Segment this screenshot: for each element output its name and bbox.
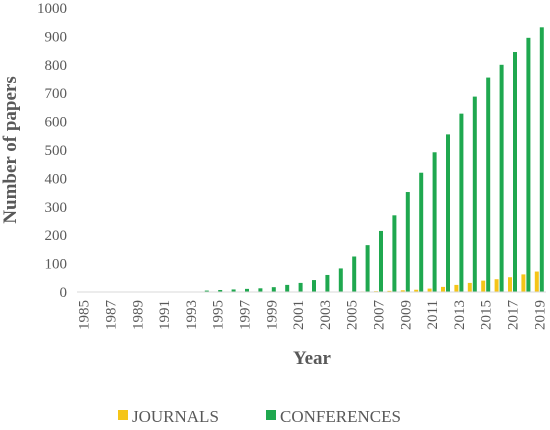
y-tick-label: 700 (45, 86, 68, 102)
x-tick-label: 2001 (291, 300, 307, 330)
bar-conferences-1994 (204, 290, 209, 292)
x-tick-label: 2005 (345, 300, 361, 330)
y-tick-label: 300 (45, 200, 68, 216)
bar-conferences-2010 (419, 172, 424, 292)
x-tick-label: 2007 (372, 300, 388, 331)
bar-conferences-2006 (365, 245, 370, 292)
y-tick-label: 500 (45, 143, 68, 159)
bar-conferences-1999 (271, 287, 276, 292)
bar-conferences-2017 (513, 52, 517, 292)
x-tick-label: 1993 (184, 300, 200, 330)
bar-conferences-1995 (218, 290, 223, 292)
y-tick-label: 1000 (37, 1, 67, 17)
x-axis-title: Year (293, 348, 332, 369)
bar-journals-2010 (414, 289, 419, 292)
y-axis-title: Number of papers (0, 76, 21, 223)
bar-conferences-2019 (539, 27, 544, 292)
bar-conferences-2007 (379, 230, 383, 292)
bar-journals-2013 (454, 284, 459, 292)
bar-conferences-2004 (338, 268, 343, 292)
bars (204, 27, 544, 292)
x-tick-label: 1985 (77, 300, 93, 330)
bar-conferences-2009 (405, 192, 410, 292)
x-tick-label: 1995 (211, 300, 227, 330)
x-axis-ticks: 1985 1987 1989 1991 1993 1995 1997 1999 2001 2003… (77, 300, 549, 331)
x-tick-label: 2009 (398, 300, 414, 330)
bar-conferences-2001 (298, 282, 303, 292)
bar-conferences-1998 (258, 288, 263, 292)
bar-conferences-1996 (231, 289, 236, 292)
bar-conferences-2003 (325, 274, 330, 292)
bar-conferences-1997 (245, 288, 249, 292)
y-tick-label: 400 (45, 171, 68, 187)
bar-journals-2016 (494, 279, 499, 292)
y-tick-label: 0 (60, 285, 68, 301)
bar-journals-2012 (441, 286, 445, 292)
bar-journals-2015 (481, 280, 486, 292)
bar-conferences-2016 (499, 64, 504, 292)
x-tick-label: 1989 (130, 300, 146, 330)
bar-journals-2009 (400, 290, 405, 292)
y-tick-label: 800 (45, 58, 68, 74)
bar-conferences-2005 (352, 256, 357, 292)
x-tick-label: 2003 (318, 300, 334, 330)
y-tick-label: 900 (45, 29, 68, 45)
bar-journals-2011 (427, 288, 432, 292)
bar-conferences-2013 (459, 113, 464, 292)
x-tick-label: 2011 (425, 300, 441, 329)
x-tick-label: 1987 (104, 300, 120, 331)
x-tick-label: 2017 (506, 300, 522, 331)
x-tick-label: 2019 (532, 300, 548, 330)
x-tick-label: 2013 (452, 300, 468, 330)
bar-journals-2014 (467, 282, 472, 292)
x-tick-label: 2015 (479, 300, 495, 330)
legend: JOURNALS CONFERENCES (118, 407, 401, 426)
y-axis-ticks: 0 100 200 300 400 500 600 700 800 900 1000 (37, 1, 67, 301)
x-tick-label: 1997 (238, 300, 254, 331)
bar-conferences-2012 (446, 134, 450, 292)
y-tick-label: 600 (45, 115, 68, 131)
bar-conferences-2008 (392, 215, 397, 292)
y-tick-label: 200 (45, 228, 68, 244)
bar-conferences-2015 (486, 77, 491, 292)
legend-swatch-journals (118, 410, 128, 420)
legend-label-conferences: CONFERENCES (280, 407, 401, 426)
bar-conferences-2018 (526, 37, 531, 292)
bar-journals-2019 (534, 271, 539, 292)
bar-journals-2017 (508, 277, 512, 292)
legend-swatch-conferences (266, 410, 276, 420)
x-tick-label: 1991 (157, 300, 173, 330)
legend-label-journals: JOURNALS (132, 407, 219, 426)
bar-conferences-2000 (285, 284, 290, 292)
bar-conferences-2002 (312, 280, 316, 292)
x-tick-label: 1999 (264, 300, 280, 330)
bar-journals-2008 (387, 290, 392, 292)
bar-journals-2018 (521, 274, 526, 292)
bar-conferences-2011 (432, 152, 437, 292)
bar-conferences-2014 (472, 96, 477, 292)
y-tick-label: 100 (45, 257, 68, 273)
